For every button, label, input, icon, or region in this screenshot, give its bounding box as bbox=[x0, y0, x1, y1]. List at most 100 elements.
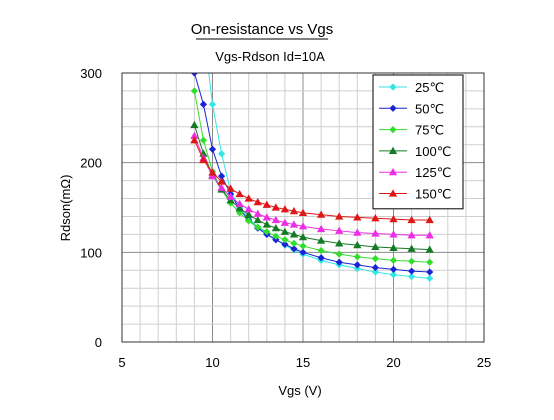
legend-label: 100℃ bbox=[415, 144, 451, 159]
x-tick-label: 25 bbox=[477, 355, 491, 370]
data-point bbox=[271, 223, 280, 232]
data-point bbox=[316, 236, 326, 244]
data-point bbox=[190, 136, 199, 144]
legend-marker bbox=[388, 146, 398, 155]
data-point bbox=[407, 215, 416, 224]
data-point bbox=[208, 100, 217, 108]
data-point bbox=[371, 268, 379, 276]
y-tick-label: 100 bbox=[80, 245, 102, 260]
data-point bbox=[271, 215, 280, 224]
data-point bbox=[389, 215, 398, 223]
series-5 bbox=[190, 136, 434, 224]
data-point bbox=[290, 245, 298, 253]
data-point bbox=[389, 271, 398, 279]
legend-box bbox=[372, 74, 464, 210]
legend-item: 75℃ bbox=[379, 123, 444, 138]
data-point bbox=[190, 73, 198, 77]
data-point bbox=[371, 229, 380, 237]
data-point bbox=[335, 258, 343, 266]
data-point bbox=[317, 254, 325, 262]
x-tick-label: 20 bbox=[386, 355, 400, 370]
y-tick-label: 0 bbox=[95, 335, 102, 350]
series-4 bbox=[190, 131, 434, 239]
data-point bbox=[371, 255, 379, 263]
data-point bbox=[298, 208, 308, 216]
data-point bbox=[217, 183, 226, 191]
data-point bbox=[199, 100, 208, 108]
data-point bbox=[408, 267, 416, 275]
data-point bbox=[281, 240, 289, 248]
data-point bbox=[245, 217, 253, 225]
data-point bbox=[316, 210, 326, 218]
data-point bbox=[371, 214, 380, 222]
data-point bbox=[426, 274, 434, 282]
data-point bbox=[389, 265, 398, 273]
data-point bbox=[389, 256, 398, 265]
y-axis-label: Rdson(mΩ) bbox=[58, 175, 73, 242]
plot-frame bbox=[121, 72, 485, 343]
y-tick-label: 200 bbox=[80, 156, 102, 171]
x-tick-label: 10 bbox=[205, 355, 219, 370]
data-point bbox=[425, 245, 434, 253]
data-point bbox=[298, 232, 308, 241]
legend-marker bbox=[389, 104, 397, 112]
data-point bbox=[280, 218, 290, 226]
series-layer bbox=[190, 73, 434, 282]
data-point bbox=[226, 192, 235, 200]
data-point bbox=[271, 203, 280, 211]
data-point bbox=[299, 242, 307, 250]
data-point bbox=[353, 253, 361, 261]
legend-marker bbox=[388, 189, 398, 197]
data-point bbox=[190, 120, 199, 129]
legend-item: 125℃ bbox=[379, 165, 451, 180]
data-point bbox=[244, 194, 253, 202]
x-tick-label: 5 bbox=[118, 355, 125, 370]
chart-title: On-resistance vs Vgs bbox=[191, 21, 334, 38]
data-point bbox=[280, 205, 290, 213]
data-point bbox=[253, 209, 262, 217]
data-point bbox=[371, 263, 379, 272]
data-point bbox=[235, 189, 244, 198]
legend-item: 100℃ bbox=[379, 144, 451, 159]
data-point bbox=[226, 184, 235, 192]
legend-label: 125℃ bbox=[415, 165, 451, 180]
data-point bbox=[298, 222, 308, 230]
data-point bbox=[353, 228, 362, 236]
data-point bbox=[425, 231, 434, 239]
data-point bbox=[244, 205, 253, 213]
x-axis-label: Vgs (V) bbox=[278, 383, 321, 398]
axes: 5 10 15 20 25 0 100 200 300 bbox=[80, 66, 491, 370]
data-point bbox=[253, 197, 262, 206]
data-point bbox=[262, 220, 271, 228]
data-point bbox=[425, 215, 434, 224]
data-point bbox=[199, 136, 208, 144]
data-point bbox=[371, 242, 380, 251]
x-tick-label: 15 bbox=[296, 355, 310, 370]
data-point bbox=[235, 204, 244, 212]
data-point bbox=[335, 212, 344, 220]
data-point bbox=[190, 131, 199, 139]
data-point bbox=[389, 243, 398, 251]
legend-label: 75℃ bbox=[415, 123, 444, 138]
data-point bbox=[217, 150, 226, 158]
data-point bbox=[199, 155, 208, 164]
chart-subtitle: Vgs-Rdson Id=10A bbox=[215, 49, 325, 64]
data-point bbox=[253, 215, 262, 224]
data-point bbox=[244, 210, 253, 218]
data-point bbox=[235, 199, 244, 208]
data-point bbox=[335, 250, 343, 258]
data-point bbox=[353, 213, 362, 221]
legend-item: 25℃ bbox=[379, 80, 444, 95]
data-point bbox=[316, 224, 326, 233]
data-point bbox=[407, 231, 416, 239]
data-point bbox=[299, 248, 307, 256]
data-point bbox=[280, 227, 290, 235]
data-point bbox=[289, 230, 299, 238]
data-point bbox=[290, 239, 298, 247]
data-point bbox=[263, 228, 271, 236]
data-point bbox=[408, 272, 416, 281]
data-point bbox=[208, 168, 217, 176]
data-point bbox=[317, 246, 325, 255]
